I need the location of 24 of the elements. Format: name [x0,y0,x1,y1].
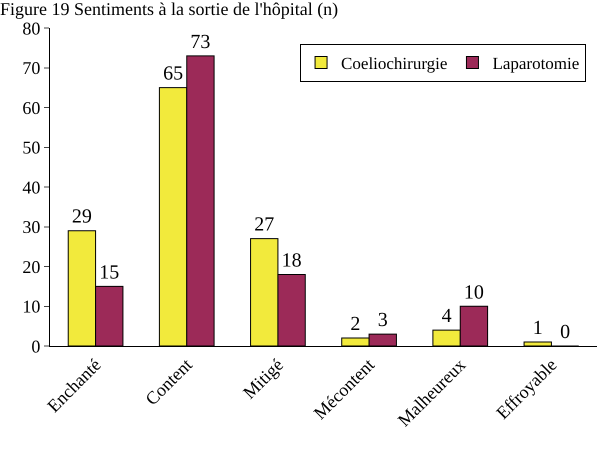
y-tick-label: 80 [22,18,40,38]
legend-label: Coeliochirurgie [341,54,448,74]
y-tick-label: 70 [22,58,40,78]
data-label: 4 [442,305,452,328]
y-tick-label: 0 [31,336,40,356]
data-label: 27 [254,214,274,236]
y-tick-label: 20 [22,256,40,277]
y-tick-label: 60 [22,98,40,118]
data-label: 65 [163,62,184,85]
y-tick-label: 50 [22,138,40,158]
data-label: 0 [560,321,570,343]
data-label: 10 [464,281,484,304]
data-label: 29 [72,206,92,228]
data-label: 1 [532,317,543,340]
data-label: 15 [99,261,120,284]
y-tick-label: 40 [22,177,40,198]
data-label: 2 [350,313,360,336]
legend-label: Laparotomie [492,54,580,74]
y-tick-label: 10 [22,296,40,317]
data-label: 73 [190,30,210,53]
data-label: 18 [282,249,302,272]
data-label: 3 [378,309,388,332]
y-tick-label: 30 [22,217,40,238]
chart-title: Figure 19 Sentiments à la sortie de l'hôpital (n) [0,0,338,19]
